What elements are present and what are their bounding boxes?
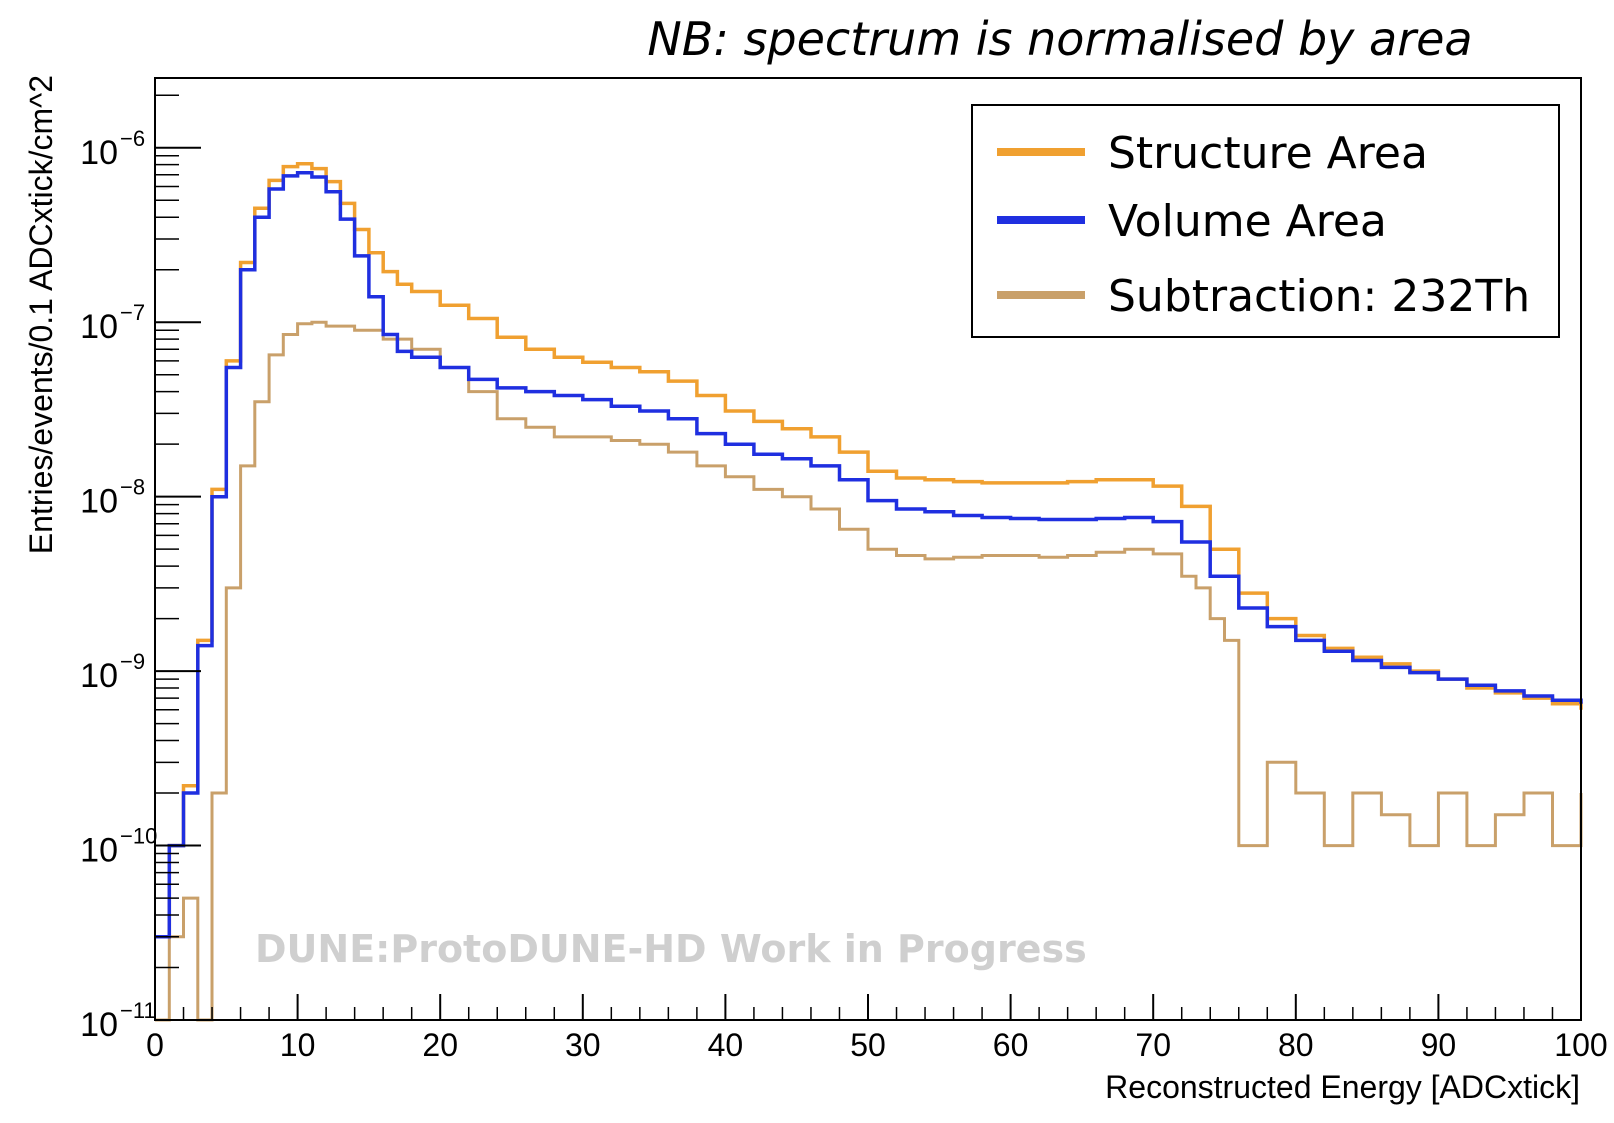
x-tick-label: 50	[850, 1027, 886, 1063]
y-tick-label: 10	[80, 134, 118, 172]
legend-label-volume-area: Volume Area	[1108, 196, 1387, 247]
x-tick-label: 100	[1554, 1027, 1607, 1063]
x-tick-label: 80	[1278, 1027, 1314, 1063]
y-tick-label: 10	[80, 832, 118, 870]
x-tick-label: 20	[422, 1027, 458, 1063]
y-tick-exponent: −9	[120, 649, 145, 674]
x-tick-label: 70	[1135, 1027, 1171, 1063]
x-axis-label: Reconstructed Energy [ADCxtick]	[1105, 1069, 1580, 1105]
series-line-structure-area	[155, 161, 1583, 939]
series-line-subtraction	[155, 320, 1583, 1022]
y-tick-label: 10	[80, 308, 118, 346]
chart-note: NB: spectrum is normalised by area	[647, 12, 1472, 66]
series-line-volume-area	[155, 170, 1583, 939]
y-tick-exponent: −11	[120, 998, 156, 1023]
y-tick-exponent: −7	[120, 300, 145, 325]
y-tick-exponent: −10	[120, 824, 157, 849]
series-layer	[155, 161, 1583, 1022]
y-tick-label: 10	[80, 657, 118, 695]
x-axis-ticks: 0 10 20 30 40 50 60 70 80 90 100	[146, 994, 1608, 1063]
x-tick-label: 90	[1421, 1027, 1457, 1063]
x-tick-label: 30	[565, 1027, 601, 1063]
watermark: DUNE:ProtoDUNE-HD Work in Progress	[255, 927, 1087, 971]
x-tick-label: 0	[146, 1027, 164, 1063]
y-tick-label: 10	[80, 1006, 118, 1044]
legend-label-subtraction: Subtraction: 232Th	[1108, 271, 1530, 322]
y-tick-label: 10	[80, 483, 118, 521]
y-tick-exponent: −8	[120, 475, 145, 500]
x-tick-label: 10	[280, 1027, 316, 1063]
x-tick-label: 60	[993, 1027, 1029, 1063]
x-tick-label: 40	[708, 1027, 744, 1063]
legend-label-structure-area: Structure Area	[1108, 128, 1428, 179]
y-axis-label: Entries/events/0.1 ADCxtick/cm^2	[23, 75, 59, 554]
y-tick-exponent: −6	[120, 126, 145, 151]
legend: Structure Area Volume Area Subtraction: …	[971, 104, 1560, 338]
